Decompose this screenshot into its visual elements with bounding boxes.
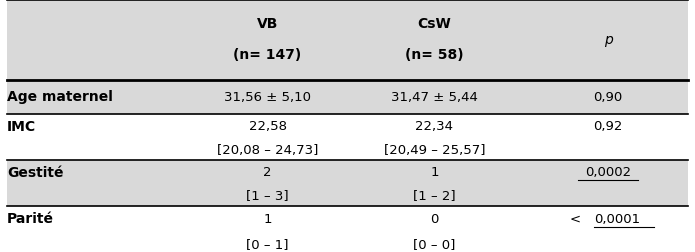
Text: 31,56 ± 5,10: 31,56 ± 5,10: [224, 91, 311, 104]
Text: IMC: IMC: [7, 120, 36, 134]
Text: 22,58: 22,58: [249, 120, 286, 133]
Text: 31,47 ± 5,44: 31,47 ± 5,44: [391, 91, 478, 104]
FancyBboxPatch shape: [7, 80, 688, 114]
Text: p: p: [604, 33, 612, 47]
Text: 0: 0: [430, 213, 439, 226]
Text: [1 – 3]: [1 – 3]: [246, 190, 289, 202]
Text: CsW: CsW: [418, 17, 451, 31]
Text: [20,08 – 24,73]: [20,08 – 24,73]: [217, 144, 318, 157]
Text: [1 – 2]: [1 – 2]: [413, 190, 456, 202]
Text: 1: 1: [430, 166, 439, 179]
Text: 0,92: 0,92: [594, 120, 623, 133]
Text: (n= 58): (n= 58): [405, 48, 464, 62]
FancyBboxPatch shape: [7, 160, 688, 206]
Text: 0,90: 0,90: [594, 91, 623, 104]
Text: 1: 1: [263, 213, 272, 226]
Text: <: <: [570, 213, 585, 226]
Text: Gestité: Gestité: [7, 166, 63, 179]
Text: Age maternel: Age maternel: [7, 90, 113, 104]
Text: 22,34: 22,34: [416, 120, 453, 133]
Text: 0,0001: 0,0001: [594, 213, 640, 226]
Text: Parité: Parité: [7, 212, 54, 226]
Text: [20,49 – 25,57]: [20,49 – 25,57]: [384, 144, 485, 157]
Text: [0 – 0]: [0 – 0]: [414, 238, 455, 251]
Text: (n= 147): (n= 147): [234, 48, 302, 62]
Text: VB: VB: [257, 17, 278, 31]
FancyBboxPatch shape: [7, 0, 688, 80]
Text: [0 – 1]: [0 – 1]: [246, 238, 289, 251]
Text: 2: 2: [263, 166, 272, 179]
Text: 0,0002: 0,0002: [585, 166, 631, 179]
